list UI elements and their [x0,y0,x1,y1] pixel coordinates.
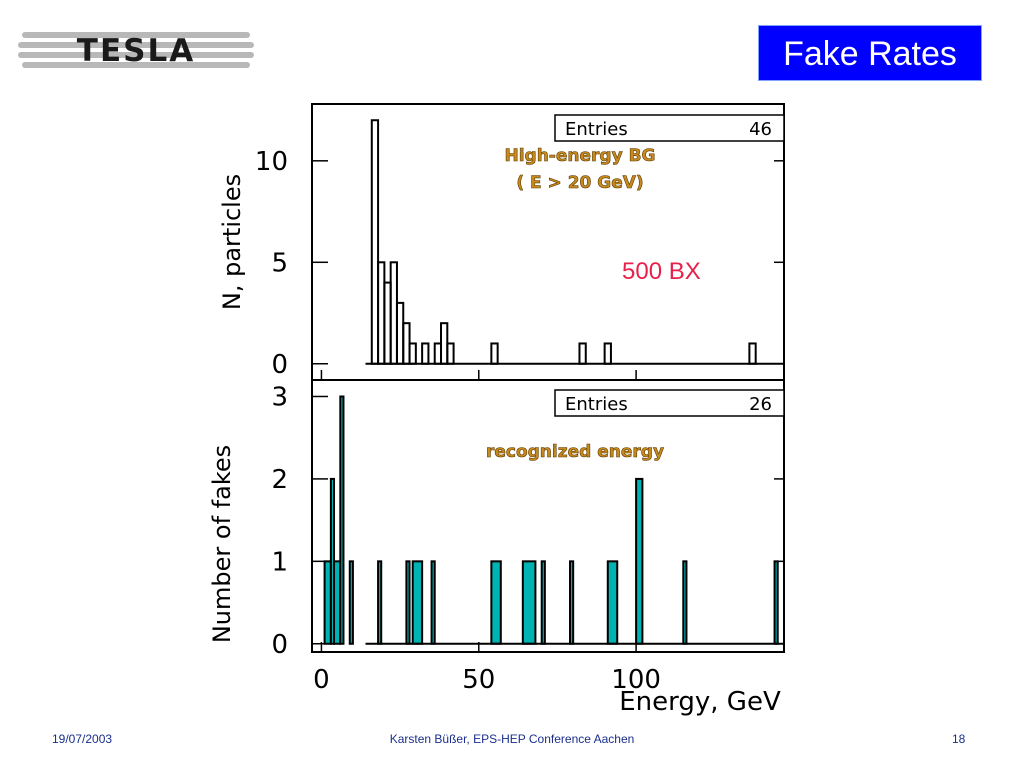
y-tick-label: 5 [271,248,288,278]
slide-title: Fake Rates [758,25,982,81]
y-tick-label: 3 [271,382,288,412]
histogram-bar [339,395,345,645]
histogram-bar [405,560,411,645]
y-axis-label: N, particles [218,174,246,310]
plot-annotation: High-energy BG [504,146,655,166]
histogram-bar [603,342,612,365]
tesla-logo: TESLA [18,32,254,69]
logo-text: TESLA [77,33,195,69]
histogram-panel-2: 0 1 2 3 0 50 100 Entries 26 recognized energy Numb… [208,379,785,717]
histogram-bar [635,477,644,645]
y-axis-label: Number of fakes [208,445,236,643]
histogram-bar [748,342,757,365]
stats-box [554,389,785,417]
stats-label: Entries [565,119,628,140]
histogram-bar [540,560,546,645]
stats-box [554,114,785,142]
y-tick-label: 0 [271,350,288,380]
y-tick-label: 2 [271,465,288,495]
y-tick-label: 1 [271,547,288,577]
footer-page-number: 18 [952,732,966,746]
x-tick-label: 50 [462,665,495,695]
x-axis-label: Energy, GeV [619,687,781,717]
footer-author: Karsten Büßer, EPS-HEP Conference Aachen [389,732,635,746]
plot-annotation: ( E > 20 GeV) [516,173,643,193]
histogram-bar [490,560,502,645]
histogram-bar [446,342,455,365]
stats-value: 46 [749,119,772,140]
histogram-bar [411,560,424,645]
bunch-crossings-note: 500 BX [622,258,701,285]
histogram-bar [430,560,436,645]
x-tick-label: 0 [313,665,330,695]
histogram-bar [606,560,619,645]
histogram-bar [490,342,499,365]
histogram-bar [682,560,688,645]
x-tick-label: 100 [611,665,661,695]
histogram-bar [421,342,430,365]
plot-frame [311,379,785,653]
stats-value: 26 [749,394,772,415]
histogram-panel-1: 0 5 10 Entries 46 High-energy BG ( E > 20 GeV)… [218,103,785,381]
histogram-bar [377,560,383,645]
histogram-bar [773,560,779,645]
y-tick-label: 10 [255,147,288,177]
histogram-bar [521,560,537,645]
plot-annotation: recognized energy [486,442,664,462]
histogram-bar [578,342,587,365]
logo-stripes-icon [18,32,254,68]
histogram-bar [569,560,575,645]
stats-label: Entries [565,394,628,415]
histogram-bar [408,342,417,365]
histogram-bar [348,560,354,645]
y-tick-label: 0 [271,630,288,660]
footer-date: 19/07/2003 [52,732,113,746]
